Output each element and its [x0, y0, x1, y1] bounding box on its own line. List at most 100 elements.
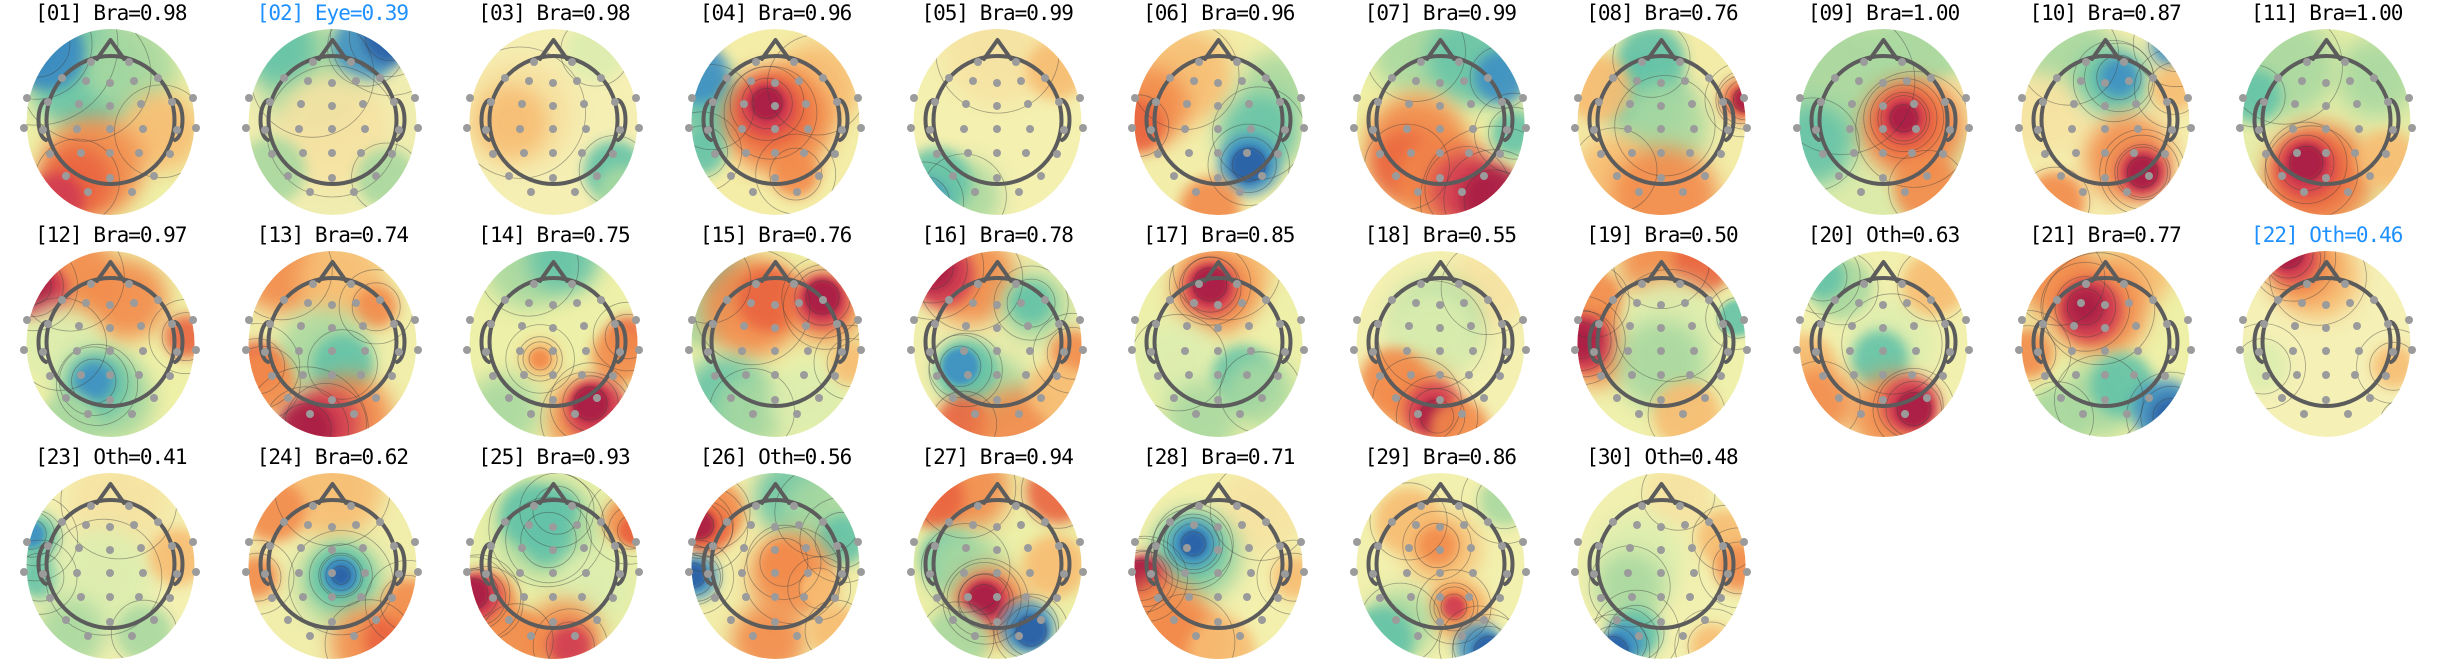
- ear-left: [1366, 98, 1378, 142]
- electrode-dots: [1349, 58, 1530, 196]
- component-title: [24] Bra=0.62: [256, 445, 409, 469]
- head-outline: [36, 260, 185, 408]
- ear-right: [2167, 320, 2180, 364]
- ear-right: [2389, 98, 2401, 142]
- component-cell: [02] Eye=0.39: [222, 0, 444, 222]
- topomap: [241, 251, 422, 437]
- component-cell: [16] Bra=0.78: [886, 222, 1108, 444]
- head-outline: [1809, 38, 1958, 186]
- ear-right: [173, 320, 185, 364]
- ear-left: [1587, 542, 1600, 586]
- electrode-dots: [20, 502, 201, 640]
- ear-right: [173, 542, 185, 586]
- ear-left: [479, 320, 492, 364]
- ear-left: [479, 542, 492, 586]
- head-outline: [2031, 260, 2180, 408]
- topomap: [906, 473, 1087, 659]
- topomap: [1793, 251, 1974, 437]
- nose: [538, 38, 570, 61]
- nose: [2311, 38, 2343, 61]
- nose: [95, 260, 127, 283]
- component-row: [01] Bra=0.98 [02] Eye=0.39 [03] Bra=0.98 […: [0, 0, 2438, 222]
- component-cell: [29] Bra=0.86: [1330, 444, 1552, 666]
- electrode-dots: [1128, 502, 1309, 640]
- ear-right: [394, 320, 407, 364]
- ear-left: [36, 98, 49, 142]
- ear-left: [923, 320, 935, 364]
- ear-left: [923, 98, 935, 142]
- component-cell: [15] Bra=0.76: [665, 222, 887, 444]
- nose: [981, 38, 1013, 61]
- component-title: [18] Bra=0.55: [1364, 223, 1517, 247]
- nose: [1203, 482, 1235, 505]
- head-outline: [1144, 260, 1293, 408]
- electrode-dots: [2014, 58, 2195, 196]
- component-title: [06] Bra=0.96: [1143, 1, 1295, 25]
- topomap: [1128, 251, 1309, 437]
- ear-right: [2389, 320, 2401, 364]
- head-outline: [36, 38, 185, 186]
- topomap: [2236, 251, 2417, 437]
- ear-right: [1059, 320, 1072, 364]
- component-cell: [21] Bra=0.77: [1994, 222, 2216, 444]
- electrode-dots: [685, 58, 866, 196]
- component-cell: [01] Bra=0.98: [0, 0, 222, 222]
- nose: [760, 482, 792, 505]
- head-outline: [701, 38, 850, 186]
- electrode-dots: [1349, 280, 1530, 418]
- nose: [316, 482, 348, 505]
- topomap: [685, 29, 866, 215]
- ear-left: [923, 542, 935, 586]
- nose: [538, 260, 570, 283]
- ear-right: [838, 320, 850, 364]
- nose: [1424, 260, 1456, 283]
- component-cell: [26] Oth=0.56: [665, 444, 887, 666]
- component-row: [23] Oth=0.41 [24] Bra=0.62 [25] Bra=0.93 […: [0, 444, 2438, 666]
- component-cell: [06] Bra=0.96: [1108, 0, 1330, 222]
- component-cell: [23] Oth=0.41: [0, 444, 222, 666]
- ear-left: [258, 320, 270, 364]
- ear-right: [1502, 542, 1515, 586]
- electrode-dots: [685, 502, 866, 640]
- nose: [981, 260, 1013, 283]
- ear-left: [701, 542, 714, 586]
- head-outline: [479, 482, 628, 630]
- topomap: [241, 29, 422, 215]
- component-cell: [17] Bra=0.85: [1108, 222, 1330, 444]
- topomap: [906, 251, 1087, 437]
- ear-right: [1059, 542, 1072, 586]
- component-title: [09] Bra=1.00: [1807, 1, 1960, 25]
- electrode-dots: [906, 502, 1087, 640]
- component-cell: [12] Bra=0.97: [0, 222, 222, 444]
- electrode-dots: [1571, 502, 1752, 640]
- component-cell: [28] Bra=0.71: [1108, 444, 1330, 666]
- head-outline: [2031, 38, 2180, 186]
- head-outline: [701, 482, 850, 630]
- topomap: [2014, 251, 2195, 437]
- head-outline: [923, 38, 1072, 186]
- component-title: [20] Oth=0.63: [1807, 223, 1960, 247]
- ear-right: [1281, 98, 1293, 142]
- component-title: [14] Bra=0.75: [478, 223, 630, 247]
- ear-right: [394, 98, 407, 142]
- topomap: [1571, 251, 1752, 437]
- nose: [1203, 260, 1235, 283]
- component-cell: [08] Bra=0.76: [1551, 0, 1773, 222]
- nose: [760, 260, 792, 283]
- ear-left: [1587, 320, 1600, 364]
- head-outline: [1809, 260, 1958, 408]
- electrode-dots: [1128, 58, 1309, 196]
- ear-left: [701, 320, 714, 364]
- ear-left: [479, 98, 492, 142]
- component-title: [19] Bra=0.50: [1586, 223, 1738, 247]
- head-outline: [701, 260, 850, 408]
- component-cell: [19] Bra=0.50: [1551, 222, 1773, 444]
- component-title: [03] Bra=0.98: [478, 1, 630, 25]
- ear-right: [1281, 542, 1293, 586]
- component-cell: [04] Bra=0.96: [665, 0, 887, 222]
- head-outline: [1366, 38, 1515, 186]
- nose: [1646, 482, 1678, 505]
- electrode-dots: [20, 58, 201, 196]
- head-outline: [923, 482, 1072, 630]
